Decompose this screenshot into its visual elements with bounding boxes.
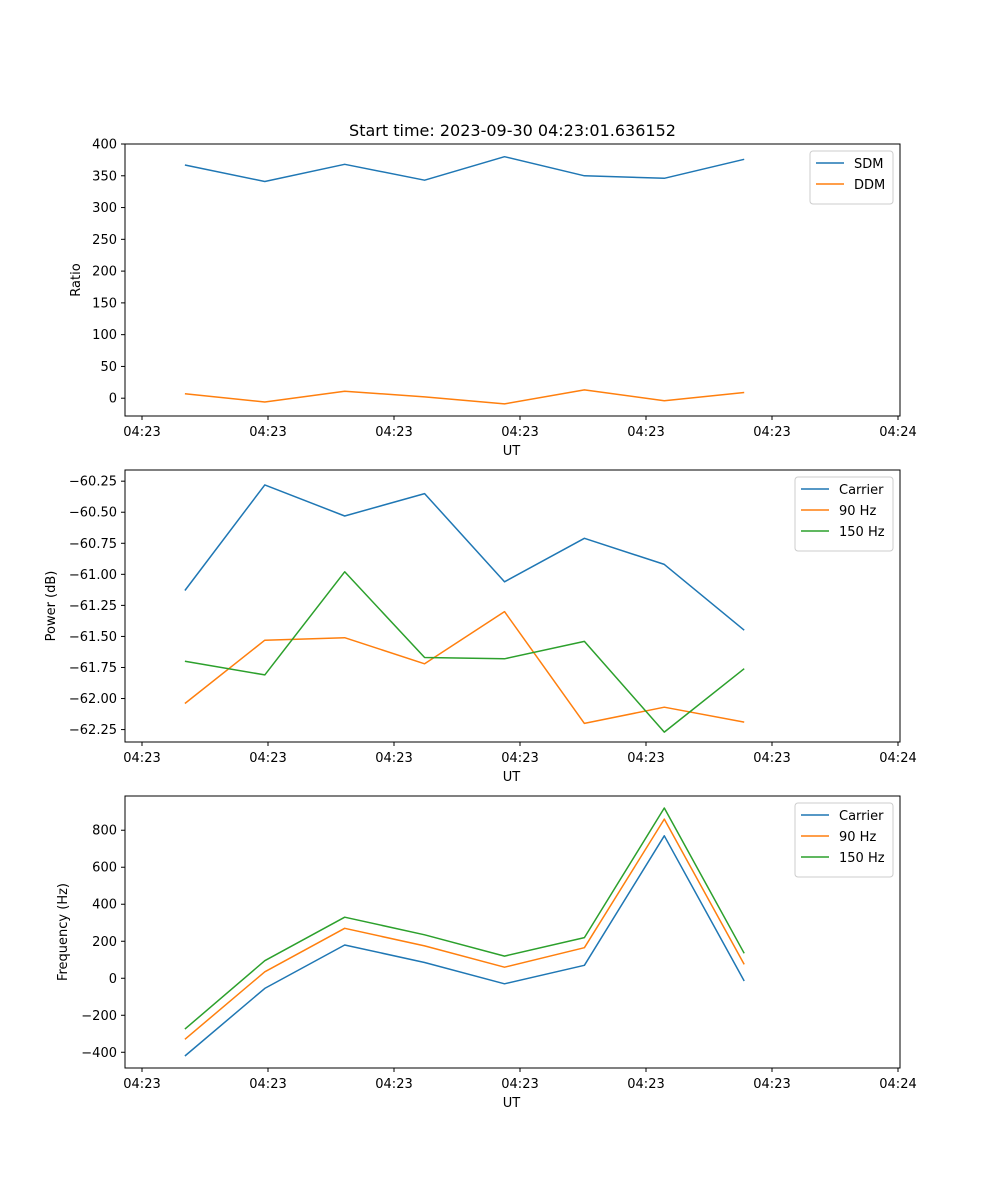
y-tick-label: −62.00 xyxy=(69,692,117,707)
legend: Carrier 90 Hz 150 Hz xyxy=(794,476,894,552)
x-tick-label: 04:23 xyxy=(501,751,538,766)
legend-label: SDM xyxy=(854,157,883,172)
series-line-150-hz xyxy=(184,571,745,733)
y-tick-label: 350 xyxy=(92,169,117,184)
y-tick-label: −61.75 xyxy=(69,661,117,676)
axes-frame xyxy=(124,469,901,743)
axes-frame xyxy=(124,795,901,1069)
y-tick-label: −60.50 xyxy=(69,506,117,521)
x-tick-label: 04:23 xyxy=(753,425,790,440)
y-tick-label: 50 xyxy=(100,360,117,375)
y-tick-label: 400 xyxy=(92,138,117,153)
series-line-ddm xyxy=(184,389,745,405)
y-tick-label: −62.25 xyxy=(69,723,117,738)
legend: SDM DDM xyxy=(809,150,894,205)
y-tick-label: −400 xyxy=(81,1046,117,1061)
legend: Carrier 90 Hz 150 Hz xyxy=(794,802,894,878)
legend-box xyxy=(809,150,894,205)
y-tick-label: 300 xyxy=(92,201,117,216)
x-tick-label: 04:24 xyxy=(879,751,916,766)
chart-title: Start time: 2023-09-30 04:23:01.636152 xyxy=(349,121,676,140)
y-tick-label: 600 xyxy=(92,861,117,876)
y-tick-label: 200 xyxy=(92,935,117,950)
x-tick-label: 04:23 xyxy=(753,1077,790,1092)
y-tick-label: 0 xyxy=(109,972,117,987)
series-line-150-hz xyxy=(184,807,745,1030)
series-line-90-hz xyxy=(184,818,745,1040)
x-tick-label: 04:23 xyxy=(753,751,790,766)
x-tick-label: 04:23 xyxy=(375,1077,412,1092)
y-tick-label: 400 xyxy=(92,898,117,913)
y-tick-label: 800 xyxy=(92,824,117,839)
y-axis-label: Frequency (Hz) xyxy=(56,883,71,981)
x-tick-label: 04:23 xyxy=(627,1077,664,1092)
y-tick-label: 0 xyxy=(109,392,117,407)
y-tick-label: −61.25 xyxy=(69,599,117,614)
y-tick-label: −200 xyxy=(81,1009,117,1024)
y-axis-label: Ratio xyxy=(69,263,84,296)
x-axis-label: UT xyxy=(503,770,521,785)
x-tick-label: 04:23 xyxy=(123,1077,160,1092)
x-tick-label: 04:23 xyxy=(123,751,160,766)
chart-1: Start time: 2023-09-30 04:23:01.636152 0 5… xyxy=(69,121,917,459)
y-tick-label: −61.50 xyxy=(69,630,117,645)
legend-box xyxy=(794,802,894,878)
series-line-90-hz xyxy=(184,610,745,725)
x-tick-label: 04:23 xyxy=(249,1077,286,1092)
x-tick-label: 04:23 xyxy=(249,751,286,766)
legend-label: 90 Hz xyxy=(839,504,876,519)
x-tick-label: 04:24 xyxy=(879,1077,916,1092)
legend-label: 90 Hz xyxy=(839,830,876,845)
x-tick-label: 04:23 xyxy=(627,425,664,440)
y-tick-label: 100 xyxy=(92,328,117,343)
x-tick-label: 04:23 xyxy=(627,751,664,766)
y-axis-label: Power (dB) xyxy=(44,571,59,642)
series-line-carrier xyxy=(184,835,745,1057)
legend-label: Carrier xyxy=(839,483,884,498)
legend-label: 150 Hz xyxy=(839,525,885,540)
legend-label: DDM xyxy=(854,178,885,193)
axes-frame xyxy=(124,143,901,417)
x-tick-label: 04:23 xyxy=(249,425,286,440)
chart-3: −400 −200 0 200 400 600 800 04:23 04:23 04:23 04:2… xyxy=(56,795,917,1111)
y-tick-label: −61.00 xyxy=(69,568,117,583)
x-axis-label: UT xyxy=(503,444,521,459)
x-tick-label: 04:23 xyxy=(501,1077,538,1092)
x-axis-label: UT xyxy=(503,1096,521,1111)
y-tick-label: −60.75 xyxy=(69,537,117,552)
series-line-sdm xyxy=(184,155,745,183)
x-tick-label: 04:24 xyxy=(879,425,916,440)
chart-2: −62.25 −62.00 −61.75 −61.50 −61.25 −61.00 −60.… xyxy=(44,469,917,785)
x-tick-label: 04:23 xyxy=(375,751,412,766)
series-line-carrier xyxy=(184,484,745,631)
x-tick-label: 04:23 xyxy=(375,425,412,440)
y-tick-label: −60.25 xyxy=(69,475,117,490)
y-tick-label: 200 xyxy=(92,265,117,280)
y-tick-label: 250 xyxy=(92,233,117,248)
legend-label: Carrier xyxy=(839,809,884,824)
legend-label: 150 Hz xyxy=(839,851,885,866)
x-tick-label: 04:23 xyxy=(501,425,538,440)
y-tick-label: 150 xyxy=(92,296,117,311)
legend-box xyxy=(794,476,894,552)
x-tick-label: 04:23 xyxy=(123,425,160,440)
